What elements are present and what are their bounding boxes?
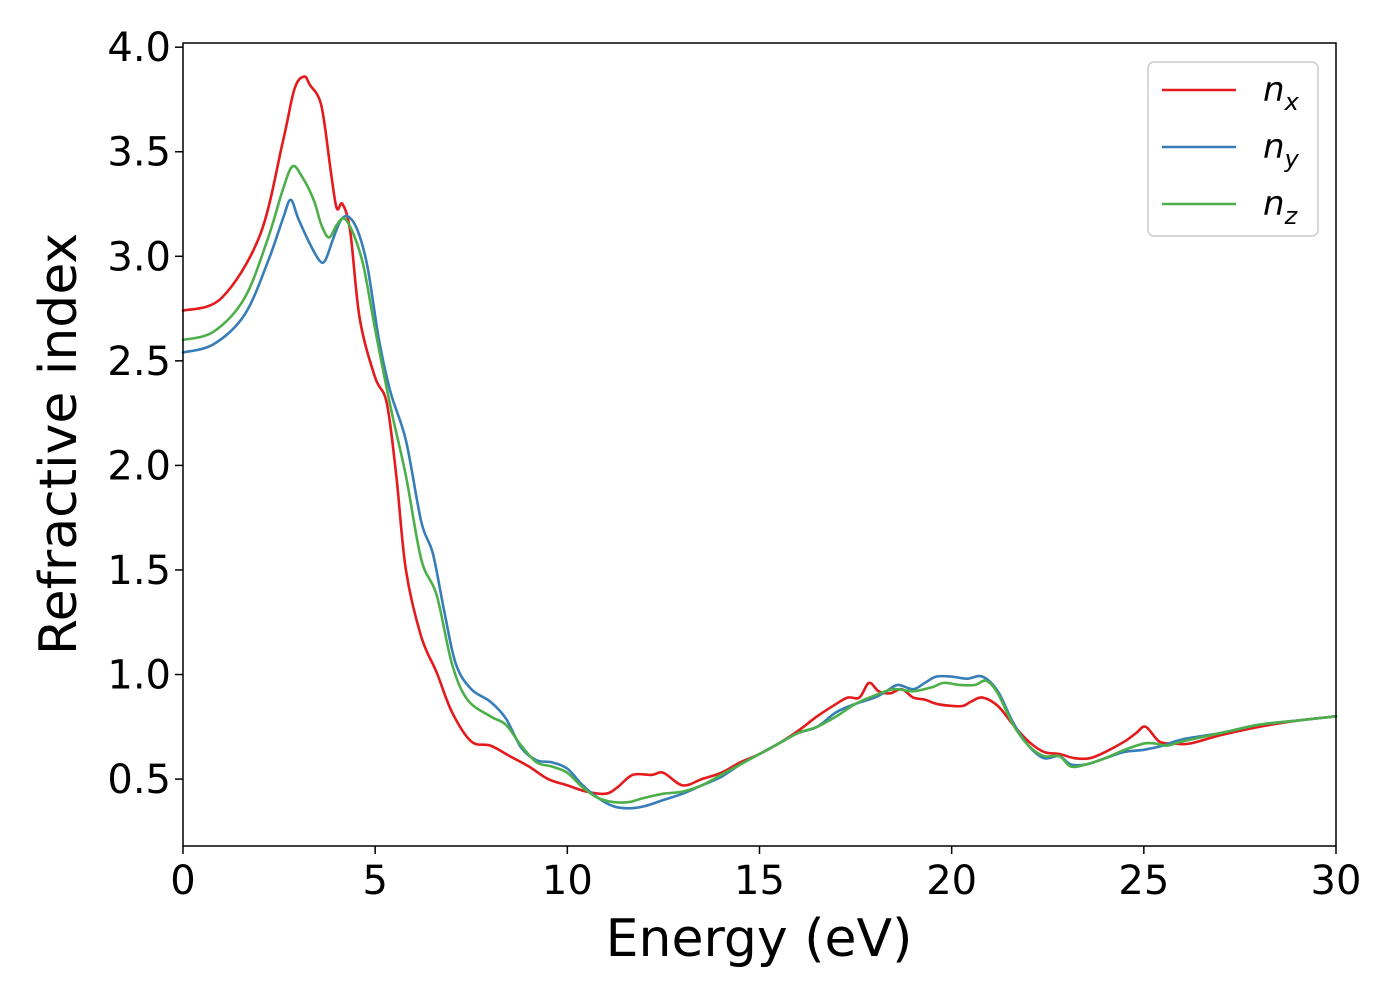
y-axis-title: Refractive index [29,233,89,655]
series-layer [181,75,1338,810]
y-tick-label: 0.5 [107,757,171,803]
x-tick-label: 25 [1118,858,1169,904]
y-tick-label: 1.0 [107,653,171,699]
y-axis-ticks: 0.5 1.0 1.5 2.0 2.5 3.0 3.5 4.0 [107,25,183,803]
series-line-y [181,198,1338,810]
legend-box [1147,61,1319,237]
legend: nx ny nz [1147,61,1319,237]
x-tick-label: 15 [734,858,785,904]
x-tick-label: 20 [926,858,977,904]
x-axis-title: Energy (eV) [606,909,913,969]
x-tick-label: 30 [1311,858,1362,904]
x-axis-ticks: 0 5 10 15 20 25 30 [170,846,1361,904]
y-tick-label: 4.0 [107,25,171,71]
series-line-z [181,164,1338,804]
y-tick-label: 2.0 [107,443,171,489]
x-tick-label: 0 [170,858,195,904]
series-line-x [181,75,1338,796]
y-tick-label: 2.5 [107,339,171,385]
x-tick-label: 5 [362,858,387,904]
plot-background [183,43,1336,846]
legend-label-x: nx [1263,70,1300,116]
y-tick-label: 1.5 [107,548,171,594]
y-tick-label: 3.0 [107,234,171,280]
legend-label-y: ny [1263,127,1300,173]
y-tick-label: 3.5 [107,130,171,176]
legend-label-z: nz [1263,184,1299,230]
x-tick-label: 10 [542,858,593,904]
